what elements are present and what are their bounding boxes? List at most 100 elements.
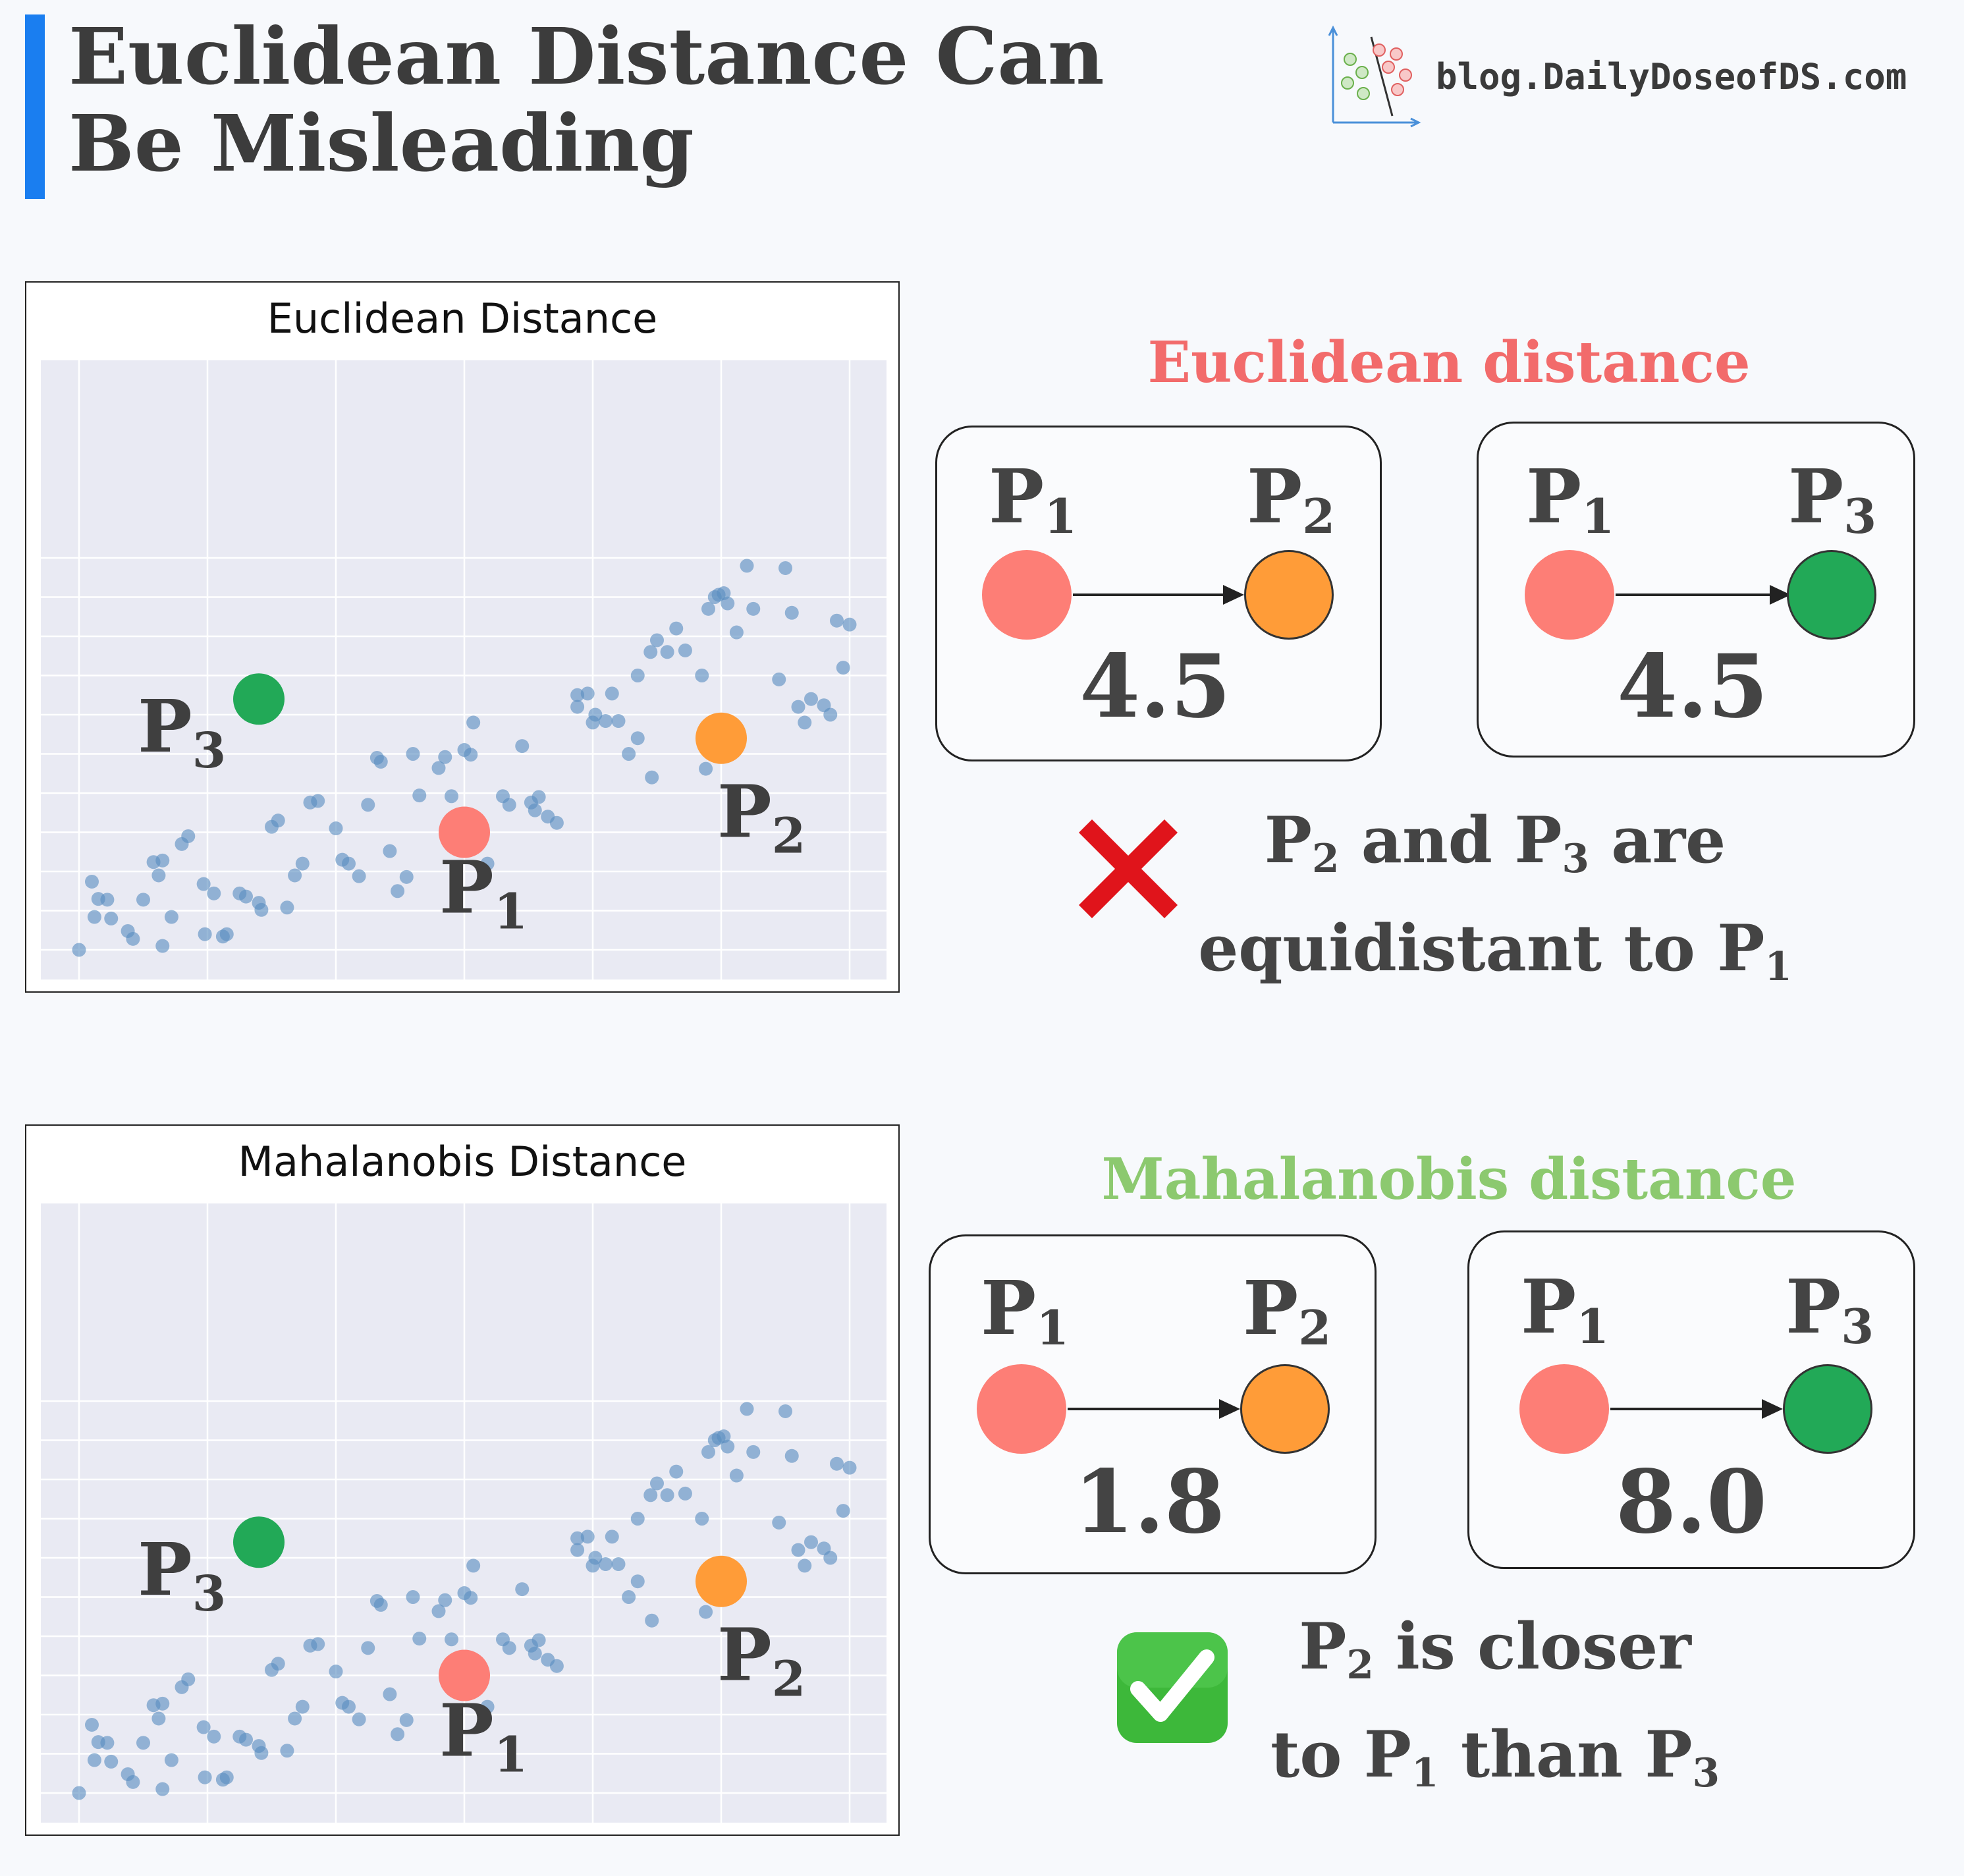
card-from-label: P1 xyxy=(981,1265,1070,1356)
scatter-point xyxy=(842,1460,857,1475)
scatter-point xyxy=(515,1582,530,1597)
mahalanobis-heading: Mahalanobis distance xyxy=(1101,1146,1797,1213)
scatter-point xyxy=(622,747,636,761)
mahal-card-p1-p2: P1 P2 1.8 xyxy=(929,1234,1377,1574)
scatter-point xyxy=(784,1448,799,1463)
scatter-point xyxy=(695,1512,709,1526)
scatter-point xyxy=(383,1687,397,1701)
scatter-point xyxy=(804,692,818,706)
scatter-point xyxy=(295,856,310,871)
scatter-point xyxy=(532,1633,546,1647)
scatter-point xyxy=(72,943,86,957)
title-line-1: Euclidean Distance Can xyxy=(68,11,1105,102)
scatter-point xyxy=(549,815,564,830)
scatter-point xyxy=(778,561,792,575)
p2-node xyxy=(1240,1364,1330,1454)
scatter-point xyxy=(660,1488,674,1503)
scatter-point xyxy=(480,1699,495,1714)
scatter-point xyxy=(798,715,812,730)
scatter-point xyxy=(791,700,805,714)
card-to-label: P2 xyxy=(1247,454,1336,544)
scatter-point xyxy=(155,939,170,953)
scatter-point xyxy=(678,1486,692,1501)
scatter-point xyxy=(549,1659,564,1673)
scatter-point xyxy=(778,1404,792,1418)
cross-mark-icon xyxy=(1079,819,1178,918)
scatter-point xyxy=(239,889,253,904)
scatter-point xyxy=(164,1753,178,1767)
scatter-point xyxy=(280,1744,294,1758)
scatter-point xyxy=(699,761,713,776)
scatter-point xyxy=(151,868,166,883)
scatter-point xyxy=(311,794,325,808)
p2-node xyxy=(1244,550,1334,640)
scatter-point xyxy=(196,877,211,891)
scatter-point xyxy=(605,1530,619,1544)
scatter-point xyxy=(740,559,754,573)
mahal-card-p1-p3: P1 P3 8.0 xyxy=(1467,1230,1915,1569)
scatter-point xyxy=(695,669,709,682)
scatter-point xyxy=(570,700,585,714)
scatter-point xyxy=(622,1590,636,1604)
scatter-point xyxy=(830,1456,844,1471)
distance-arrow xyxy=(1610,1399,1783,1419)
scatter-point xyxy=(104,911,119,925)
distance-value: 1.8 xyxy=(1074,1451,1225,1553)
scatter-point xyxy=(643,1488,658,1503)
scatter-point xyxy=(721,1439,735,1454)
scatter-point xyxy=(295,1699,310,1714)
scatter-point xyxy=(643,645,658,659)
scatter-point xyxy=(288,868,302,883)
scatter-point xyxy=(271,814,285,828)
scatter-point xyxy=(798,1559,812,1573)
euclidean-plot-title: Euclidean Distance xyxy=(267,294,658,343)
verdict-line-1: P2 is closer xyxy=(1299,1609,1691,1688)
scatter-point xyxy=(164,910,178,924)
card-from-label: P1 xyxy=(1521,1264,1610,1354)
scatter-point xyxy=(772,1515,786,1530)
p1-node xyxy=(1519,1364,1609,1454)
scatter-point xyxy=(721,596,735,611)
scatter-point xyxy=(329,1665,343,1679)
scatter-point xyxy=(669,1464,684,1479)
scatter-point xyxy=(528,803,542,817)
scatter-point xyxy=(87,1753,101,1767)
scatter-point xyxy=(701,601,715,616)
scatter-point xyxy=(445,789,458,804)
distance-arrow xyxy=(1616,585,1791,605)
scatter-point xyxy=(466,715,481,730)
scatter-point xyxy=(701,1445,715,1459)
p3-point xyxy=(233,1516,285,1568)
scatter-point xyxy=(155,853,170,868)
scatter-point xyxy=(352,869,366,883)
p2-label: P2 xyxy=(717,769,805,865)
scatter-point xyxy=(207,886,221,900)
accent-bar xyxy=(25,14,45,199)
scatter-point xyxy=(373,754,388,769)
euclid-card-p1-p3: P1 P3 4.5 xyxy=(1477,422,1915,758)
p2-point xyxy=(696,712,747,764)
scatter-point xyxy=(219,1770,234,1784)
distance-value: 8.0 xyxy=(1616,1451,1767,1553)
scatter-point xyxy=(438,750,452,764)
scatter-point xyxy=(650,1476,664,1491)
scatter-point xyxy=(288,1711,302,1726)
scatter-point xyxy=(836,661,850,675)
scatter-point xyxy=(196,1720,211,1734)
scatter-point xyxy=(352,1712,366,1726)
scatter-point xyxy=(126,931,140,946)
scatter-point xyxy=(254,1746,269,1760)
scatter-point xyxy=(342,1699,356,1714)
card-from-label: P1 xyxy=(1526,454,1615,544)
scatter-point xyxy=(399,869,414,884)
scatter-point xyxy=(87,910,101,924)
scatter-point xyxy=(438,1593,452,1607)
scatter-point xyxy=(823,707,838,722)
scatter-point xyxy=(100,893,115,907)
distance-arrow xyxy=(1073,585,1244,605)
brand-url: blog.DailyDoseofDS.com xyxy=(1436,55,1907,97)
scatter-point xyxy=(678,643,692,657)
p3-label: P3 xyxy=(138,684,226,779)
scatter-point xyxy=(570,1531,585,1545)
scatter-point xyxy=(466,1559,481,1573)
